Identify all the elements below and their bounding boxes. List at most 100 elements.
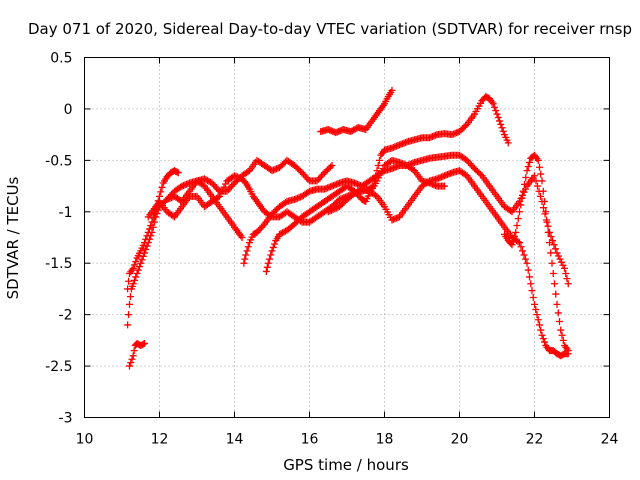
- x-tick-label: 24: [601, 432, 619, 448]
- data-point: [553, 300, 561, 308]
- data-point: [282, 199, 289, 207]
- data-point: [141, 339, 148, 347]
- data-point: [491, 103, 498, 111]
- data-point: [516, 239, 523, 247]
- data-point: [243, 247, 251, 255]
- data-point: [304, 188, 312, 196]
- data-point: [534, 156, 542, 164]
- data-point: [552, 245, 559, 253]
- data-point: [279, 229, 286, 237]
- grid-layer: [84, 57, 610, 418]
- data-point: [508, 241, 516, 249]
- series-arc-c: [124, 156, 336, 329]
- y-tick-label: -2.5: [45, 359, 72, 375]
- data-point: [546, 239, 553, 247]
- data-point: [129, 352, 137, 360]
- data-point: [168, 191, 175, 199]
- data-point: [131, 261, 138, 269]
- data-point: [374, 162, 382, 169]
- data-point: [524, 163, 532, 171]
- data-point: [549, 270, 557, 277]
- data-point: [332, 204, 340, 212]
- data-point: [369, 182, 377, 190]
- data-point: [214, 193, 222, 201]
- data-point: [378, 168, 385, 176]
- data-point: [264, 259, 272, 267]
- data-point: [169, 212, 177, 220]
- data-point: [492, 107, 500, 115]
- data-point: [258, 223, 265, 231]
- data-point: [511, 232, 518, 240]
- data-point: [263, 263, 271, 271]
- data-point: [526, 158, 533, 166]
- series-arc-b: [126, 339, 148, 370]
- y-tick-label: -3: [59, 411, 73, 427]
- data-point: [537, 326, 545, 334]
- data-point: [563, 275, 571, 283]
- data-point: [536, 321, 543, 329]
- data-point: [521, 180, 528, 188]
- series-arc-h: [317, 86, 396, 137]
- data-point: [151, 218, 158, 226]
- data-point: [128, 355, 136, 363]
- data-point: [352, 188, 360, 196]
- data-point: [520, 188, 528, 196]
- x-tick-label: 14: [226, 432, 244, 448]
- data-point: [242, 251, 250, 259]
- plot-frame: [84, 57, 610, 418]
- data-point: [132, 258, 140, 265]
- data-point: [136, 263, 143, 271]
- data-point: [350, 126, 358, 134]
- data-point: [552, 290, 560, 298]
- y-tick-label: 0.5: [50, 51, 72, 67]
- y-tick-label: -1: [59, 205, 73, 221]
- data-point: [324, 208, 332, 216]
- data-point: [555, 252, 562, 260]
- data-point: [331, 205, 339, 213]
- data-point: [269, 243, 277, 251]
- data-point: [561, 264, 568, 272]
- data-point: [177, 183, 184, 191]
- data-point: [126, 362, 133, 370]
- data-point: [477, 170, 484, 178]
- y-tick-label: -1.5: [45, 256, 72, 272]
- data-point: [462, 171, 469, 179]
- data-point: [125, 311, 133, 319]
- data-point: [298, 169, 306, 177]
- data-point: [544, 222, 552, 230]
- data-point: [517, 243, 525, 251]
- data-point: [534, 316, 542, 324]
- data-point: [553, 249, 561, 257]
- data-point: [149, 223, 157, 231]
- data-point: [465, 158, 472, 166]
- data-point: [527, 280, 535, 288]
- tick-layer: 10 12 14 16 18 20 22 24 0.5 0 -0.5 -1 -1.5 -2 -2.5 -3: [45, 51, 618, 448]
- data-point: [126, 300, 133, 308]
- data-point: [174, 169, 182, 177]
- data-point: [494, 114, 502, 121]
- data-point: [229, 181, 237, 189]
- data-point: [216, 192, 223, 200]
- data-point: [163, 195, 171, 203]
- data-point: [166, 192, 174, 200]
- x-tick-label: 22: [526, 432, 544, 448]
- data-point: [499, 127, 507, 135]
- data-point: [424, 178, 432, 186]
- data-point: [244, 168, 252, 176]
- data-point: [152, 213, 160, 221]
- data-point: [538, 177, 546, 185]
- data-point: [223, 187, 231, 195]
- data-point: [409, 166, 417, 174]
- data-point: [354, 188, 361, 196]
- y-tick-label: -2: [59, 308, 73, 324]
- data-point: [372, 191, 379, 199]
- data-point: [277, 230, 285, 238]
- data-point: [559, 336, 567, 344]
- data-point: [125, 277, 133, 285]
- data-point: [376, 156, 383, 164]
- data-point: [540, 204, 547, 212]
- data-point: [564, 280, 572, 288]
- data-point: [371, 177, 378, 185]
- data-point: [531, 172, 538, 180]
